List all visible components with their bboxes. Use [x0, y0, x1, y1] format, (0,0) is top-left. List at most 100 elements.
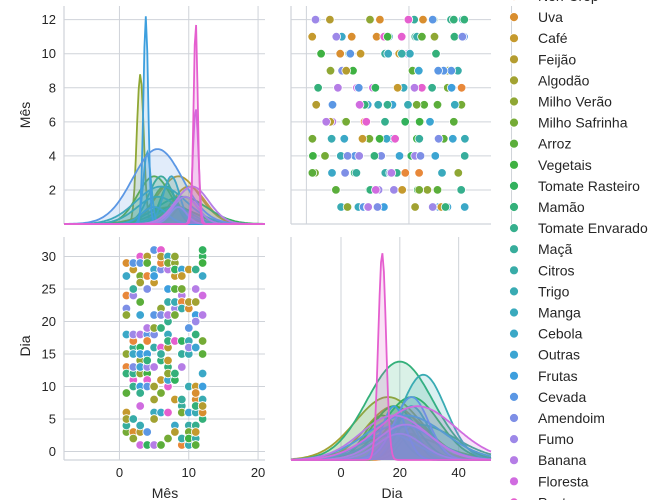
scatter-point [456, 83, 467, 93]
legend-item-10: Mamão [509, 199, 585, 215]
kde-area-13 [64, 196, 265, 224]
scatter-point [320, 151, 330, 161]
scatter-point [135, 310, 145, 320]
legend-label: Citros [538, 262, 575, 278]
legend-marker [509, 244, 519, 255]
scatter-point [149, 394, 159, 405]
legend-label: Cebola [538, 326, 583, 342]
legend-marker [509, 370, 519, 381]
legend-marker [509, 117, 519, 128]
scatter-point [128, 284, 139, 294]
scatter-point [197, 258, 208, 268]
panel-mes_dia [290, 6, 513, 225]
scatter-point [397, 185, 407, 195]
scatter-point [449, 14, 459, 25]
scatter-point [460, 151, 470, 161]
scatter-point [170, 368, 180, 379]
legend-label: Milho Verão [538, 94, 612, 110]
x-axis-label-dia: Dia [381, 485, 402, 500]
legend-label: Pastagem [538, 494, 601, 500]
legend-marker [509, 434, 519, 445]
scatter-point [383, 49, 393, 59]
scatter-point [394, 151, 405, 161]
scatter-point [414, 185, 424, 195]
kde-area-18 [291, 406, 491, 460]
scatter-point [326, 134, 337, 144]
scatter-point [363, 202, 373, 212]
y-tick-label: 12 [42, 12, 56, 27]
legend-marker [509, 159, 519, 170]
scatter-point [410, 202, 420, 212]
y-tick-label: 20 [42, 314, 56, 329]
legend-label: Café [538, 30, 568, 46]
scatter-point [409, 83, 420, 93]
scatter-point [135, 420, 145, 431]
kde-area-3 [64, 176, 265, 224]
scatter-point [449, 117, 459, 127]
scatter-point [389, 185, 399, 195]
scatter-point [450, 100, 460, 110]
x-tick-label: 20 [393, 465, 407, 480]
kde-area-14 [291, 374, 491, 460]
scatter-point [156, 388, 166, 398]
scatter-point [325, 65, 336, 76]
scatter-point [170, 427, 180, 437]
scatter-point [405, 49, 415, 59]
scatter-point [453, 168, 464, 178]
scatter-point [190, 388, 201, 398]
scatter-point [197, 271, 208, 281]
legend-item-18: Frutas [509, 368, 578, 384]
scatter-point [128, 433, 139, 444]
scatter-point [327, 100, 338, 110]
scatter-point [142, 284, 152, 294]
kde-area-7 [64, 176, 265, 224]
scatter-point [128, 414, 139, 424]
scatter-point [197, 336, 208, 346]
scatter-point [177, 394, 187, 405]
legend-item-21: Fumo [509, 431, 574, 447]
scatter-point [135, 277, 145, 288]
legend-marker [509, 307, 519, 318]
legend-label: Cevada [538, 389, 586, 405]
scatter-point [347, 32, 357, 42]
panel-mes_mes: 2 4 6 8 10 12 [42, 6, 265, 225]
kde-area-11 [64, 176, 265, 224]
scatter-point [184, 323, 194, 333]
scatter-point [190, 264, 201, 275]
y-tick-label: 10 [42, 379, 56, 394]
legend-marker [511, 0, 517, 1]
scatter-point [418, 14, 428, 25]
y-tick-label: 0 [49, 444, 56, 459]
scatter-point [390, 134, 400, 144]
scatter-point [425, 117, 435, 127]
scatter-point [415, 151, 426, 161]
y-tick-label: 2 [49, 182, 56, 197]
scatter-point [397, 49, 407, 59]
scatter-point [308, 151, 318, 161]
scatter-point [357, 134, 368, 144]
scatter-point [382, 100, 393, 110]
scatter-point [354, 151, 364, 161]
scatter-point [382, 32, 393, 42]
legend-marker [509, 413, 519, 423]
scatter-point [459, 14, 470, 25]
scatter-point [197, 290, 208, 301]
legend-marker [509, 286, 519, 297]
legend-item-14: Trigo [509, 283, 570, 299]
y-tick-label: 15 [42, 347, 56, 362]
y-tick-label: 30 [42, 249, 56, 264]
kde-area-14 [64, 186, 265, 224]
scatter-point [197, 401, 208, 411]
scatter-point [380, 117, 390, 127]
legend-label: Uva [538, 9, 563, 25]
kde-area-21 [64, 196, 265, 224]
legend-marker [509, 391, 519, 402]
kde-area-19 [64, 149, 265, 224]
scatter-point [307, 168, 318, 178]
scatter-point [177, 362, 187, 372]
scatter-point [149, 271, 159, 281]
scatter-point [361, 117, 372, 127]
legend-label: Trigo [538, 283, 570, 299]
y-tick-label: 25 [42, 282, 56, 297]
